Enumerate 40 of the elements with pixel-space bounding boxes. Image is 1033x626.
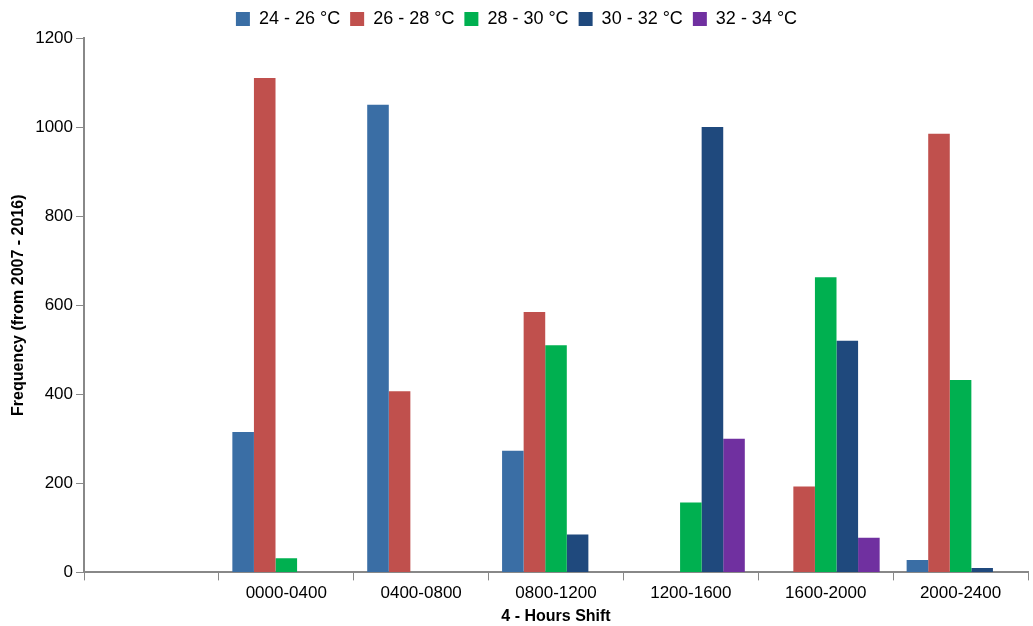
bar xyxy=(949,380,972,572)
bar xyxy=(928,133,950,572)
bar xyxy=(367,104,389,572)
legend-label: 24 - 26 °C xyxy=(258,7,341,28)
bar xyxy=(814,277,837,572)
x-tick-label: 1600-2000 xyxy=(785,583,867,603)
legend-label: 26 - 28 °C xyxy=(373,7,455,28)
bar xyxy=(906,559,929,572)
y-tick-label: 0 xyxy=(63,562,74,582)
bar xyxy=(858,537,880,572)
bar xyxy=(232,432,254,572)
y-tick-label: 600 xyxy=(44,294,74,314)
bar xyxy=(275,558,298,572)
bar xyxy=(793,486,815,572)
x-tick-label: 0800-1200 xyxy=(515,583,597,603)
y-axis-title: Frequency (from 2007 - 2016) xyxy=(9,194,27,416)
bar xyxy=(523,311,546,572)
bar xyxy=(253,78,276,572)
bar xyxy=(502,450,524,572)
y-tick-label: 1000 xyxy=(35,116,74,136)
x-tick-label: 1200-1600 xyxy=(650,583,732,603)
y-tick-label: 200 xyxy=(44,473,74,493)
bar xyxy=(701,127,724,572)
y-tick-label: 400 xyxy=(44,383,74,403)
bar xyxy=(545,345,567,572)
bar xyxy=(836,340,859,572)
bar xyxy=(566,534,589,572)
x-axis-title: 4 - Hours Shift xyxy=(501,606,612,624)
x-tick-label: 0400-0800 xyxy=(380,583,462,603)
legend-label: 32 - 34 °C xyxy=(715,7,798,28)
bar xyxy=(680,502,702,572)
x-tick-label: 0000-0400 xyxy=(245,583,327,603)
legend-label: 30 - 32 °C xyxy=(601,7,683,28)
bar xyxy=(723,438,745,572)
legend-label: 28 - 30 °C xyxy=(487,7,569,28)
bar xyxy=(971,567,993,572)
y-tick-label: 800 xyxy=(44,205,74,225)
x-tick-label: 2000-2400 xyxy=(919,583,1002,603)
y-tick-label: 1200 xyxy=(35,27,74,47)
bar xyxy=(388,391,411,572)
